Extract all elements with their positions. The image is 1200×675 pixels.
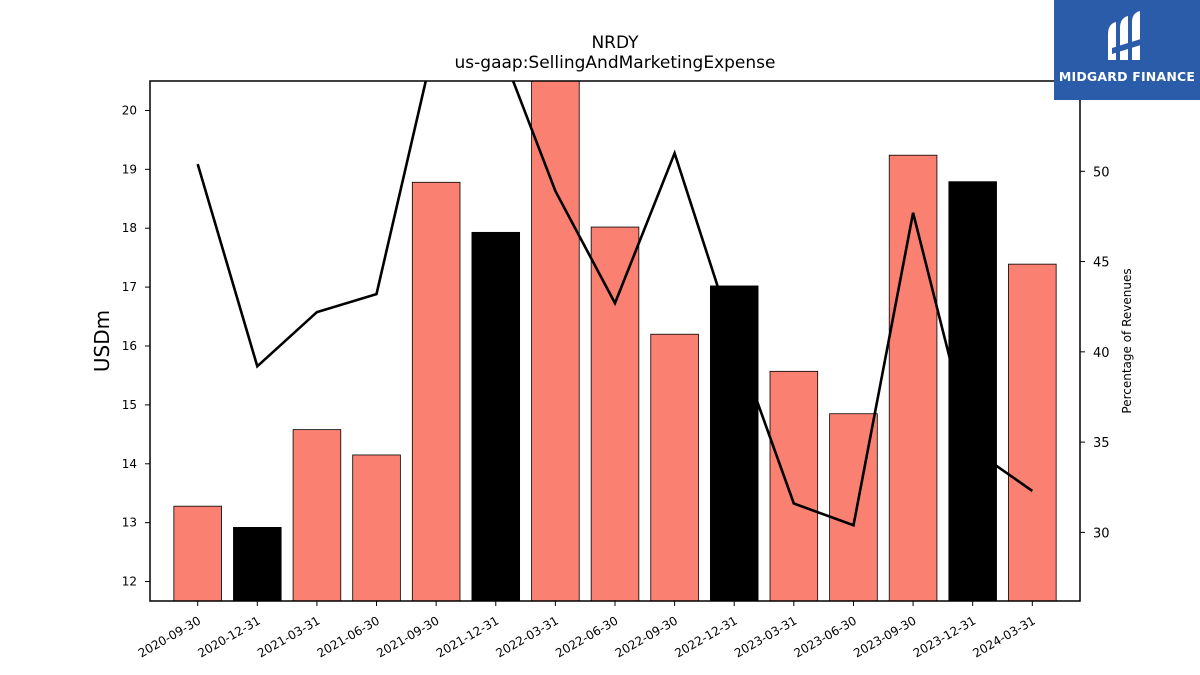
bar-2023-03-31 [769,370,819,601]
y-tick-label: 19 [122,162,137,176]
right-axis-label: Percentage of Revenues [1120,268,1134,413]
y-tick-label: 18 [122,221,137,235]
right-axis-ticks: 30 35 40 45 50 [1080,165,1110,541]
x-tick-label: 2024-03-31 [970,613,1037,660]
bar-2022-03-31 [531,81,580,601]
bar-2023-12-31 [948,181,997,601]
x-tick-label: 2023-06-30 [792,613,859,660]
midgard-finance-logo: MIDGARD FINANCE [1054,0,1200,100]
y-tick-label: 12 [122,575,137,589]
x-tick-label: 2023-12-31 [911,613,978,660]
x-tick-label: 2021-09-30 [374,613,441,660]
y2-tick-label: 40 [1093,346,1110,361]
x-axis-ticks: 2020-09-302020-12-312021-03-312021-06-30… [136,601,1038,660]
y-tick-label: 16 [122,339,137,353]
y-tick-label: 14 [122,457,137,471]
x-tick-label: 2022-03-31 [493,613,560,660]
bar-2024-03-31 [1008,263,1057,601]
bar-2023-09-30 [888,154,938,601]
bar-2021-03-31 [292,429,342,601]
bar-2021-09-30 [411,181,461,601]
x-tick-label: 2021-12-31 [434,613,501,660]
y2-tick-label: 50 [1093,165,1110,180]
left-axis-ticks: 12 13 14 15 16 17 18 19 20 [122,103,150,589]
chart-subtitle: us-gaap:SellingAndMarketingExpense [455,53,776,73]
x-tick-label: 2020-12-31 [195,613,262,660]
y-tick-label: 13 [122,516,137,530]
bar-2021-06-30 [352,454,401,601]
y-tick-label: 17 [122,280,137,294]
x-tick-label: 2021-06-30 [315,613,382,660]
x-tick-label: 2020-09-30 [136,613,203,660]
bar-2020-12-31 [233,526,282,601]
x-tick-label: 2022-06-30 [553,613,620,660]
y2-tick-label: 45 [1093,256,1110,271]
y2-tick-label: 30 [1093,526,1110,541]
y-axis-label: USDm [90,310,114,372]
bar-2022-06-30 [590,226,640,601]
bar-2022-09-30 [650,333,699,601]
line-series [196,81,1034,527]
bar-series [173,81,1057,601]
bar-2022-12-31 [709,285,759,601]
logo-text: MIDGARD FINANCE [1058,69,1196,84]
bar-2021-12-31 [471,231,521,601]
bar-2020-09-30 [173,505,222,601]
x-tick-label: 2023-09-30 [851,613,918,660]
x-tick-label: 2023-03-31 [732,613,799,660]
y-tick-label: 20 [122,103,137,117]
x-tick-label: 2021-03-31 [255,613,322,660]
chart-title: NRDY [591,33,639,53]
y-tick-label: 15 [122,398,137,412]
y2-tick-label: 35 [1093,436,1110,451]
x-tick-label: 2022-12-31 [672,613,739,660]
midgard-logo-icon [1108,11,1144,60]
x-tick-label: 2022-09-30 [613,613,680,660]
